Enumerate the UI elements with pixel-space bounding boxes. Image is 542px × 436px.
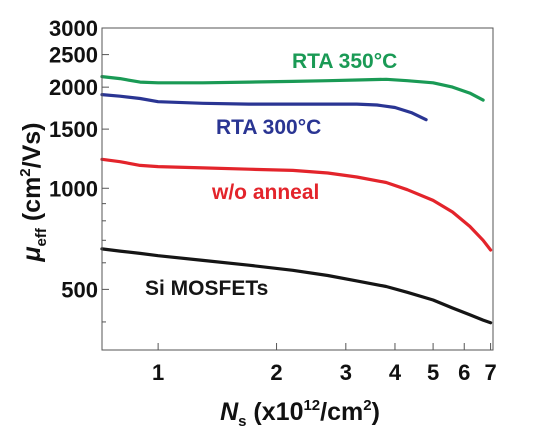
series-label-3: Si MOSFETs <box>145 277 268 300</box>
y-tick-label: 2500 <box>49 43 98 68</box>
y-tick-label: 500 <box>61 277 98 302</box>
series-line-3 <box>100 247 493 325</box>
x-tick-label: 1 <box>152 360 164 385</box>
series-label-0: RTA 350°C <box>292 50 397 73</box>
y-tick-label: 1000 <box>49 176 98 201</box>
x-tick-label: 7 <box>484 360 496 385</box>
series-line-2 <box>100 157 493 252</box>
x-tick-label: 4 <box>389 360 402 385</box>
x-tick-label: 6 <box>458 360 470 385</box>
y-tick-label: 2000 <box>49 75 98 100</box>
y-axis-title: μeff (cm2/Vs) <box>17 122 50 262</box>
y-tick-label: 3000 <box>49 16 98 41</box>
x-tick-label: 2 <box>270 360 282 385</box>
x-tick-label: 5 <box>427 360 439 385</box>
series-line-0 <box>100 75 485 102</box>
series-label-1: RTA 300°C <box>216 116 321 139</box>
y-tick-label: 1500 <box>49 117 98 142</box>
series-line-1 <box>100 93 428 122</box>
x-axis-title: Ns (x1012/cm2) <box>220 397 380 430</box>
plot-frame <box>101 27 494 351</box>
series-label-2: w/o anneal <box>211 181 319 204</box>
x-tick-label: 3 <box>340 360 352 385</box>
